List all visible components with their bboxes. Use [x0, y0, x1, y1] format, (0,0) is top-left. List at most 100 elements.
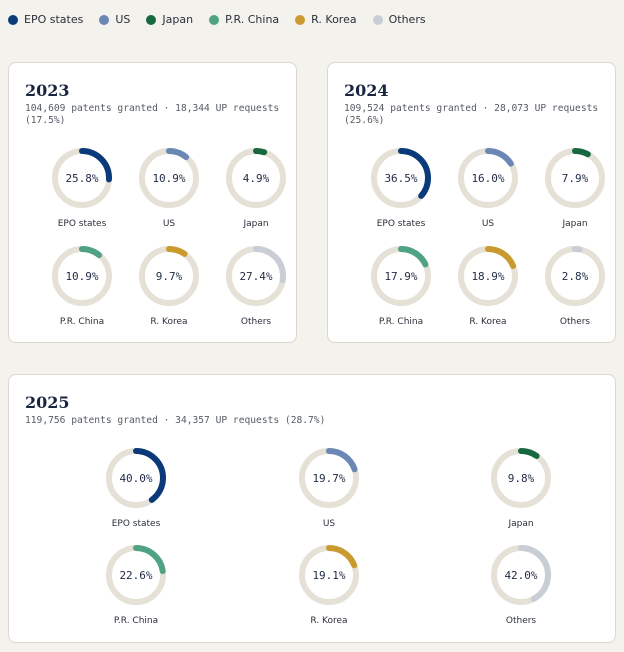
donut-value-label: 10.9%: [65, 270, 98, 283]
legend-item-epo-states[interactable]: EPO states: [8, 13, 83, 26]
legend-swatch: [295, 14, 306, 25]
donut-ring: 9.8%: [491, 448, 551, 508]
donut-arc-others: [491, 545, 551, 605]
donut-others: 42.0% Others: [471, 542, 571, 626]
donut-arc-r-korea: [299, 545, 359, 605]
card-subtitle: 119,756 patents granted · 34,357 UP requ…: [25, 415, 326, 426]
legend-item-r-korea[interactable]: R. Korea: [295, 13, 357, 26]
year-card-2023: 2023 104,609 patents granted · 18,344 UP…: [8, 62, 297, 343]
donut-category-label: Japan: [508, 519, 534, 529]
donut-epo-states: 40.0% EPO states: [86, 445, 186, 529]
donut-ring: 18.9%: [458, 246, 518, 306]
donut-us: 10.9% US: [119, 145, 219, 229]
donut-arc-r-korea: [458, 246, 518, 306]
donut-value-label: 36.5%: [384, 172, 417, 185]
donut-arc-p-r-china: [371, 246, 431, 306]
donut-ring: 25.8%: [52, 148, 112, 208]
donut-japan: 9.8% Japan: [471, 445, 571, 529]
legend-swatch: [99, 14, 110, 25]
donut-value-label: 2.8%: [562, 270, 589, 283]
donut-category-label: EPO states: [57, 219, 107, 229]
donut-p-r-china: 10.9% P.R. China: [32, 243, 132, 327]
donut-ring: 10.9%: [52, 246, 112, 306]
donut-others: 27.4% Others: [206, 243, 306, 327]
card-subtitle: 104,609 patents granted · 18,344 UP requ…: [25, 103, 280, 126]
donut-value-label: 7.9%: [562, 172, 589, 185]
donut-arc-epo-states: [371, 148, 431, 208]
card-title: 2025: [25, 393, 70, 412]
donut-arc-others: [226, 246, 286, 306]
legend-item-pr-china[interactable]: P.R. China: [209, 13, 279, 26]
legend-label: R. Korea: [311, 13, 357, 26]
legend-swatch: [146, 14, 157, 25]
donut-value-label: 18.9%: [471, 270, 504, 283]
donut-category-label: P.R. China: [378, 317, 424, 327]
legend-label: Japan: [162, 13, 194, 26]
donut-category-label: R. Korea: [310, 616, 348, 626]
donut-us: 16.0% US: [438, 145, 538, 229]
donut-ring: 22.6%: [106, 545, 166, 605]
donut-category-label: Others: [240, 317, 272, 327]
card-title: 2023: [25, 81, 70, 100]
donut-value-label: 16.0%: [471, 172, 504, 185]
donut-ring: 4.9%: [226, 148, 286, 208]
donut-arc-epo-states: [106, 448, 166, 508]
donut-arc-p-r-china: [52, 246, 112, 306]
donut-category-label: R. Korea: [469, 317, 507, 327]
donut-category-label: US: [481, 219, 495, 229]
donut-ring: 17.9%: [371, 246, 431, 306]
donut-epo-states: 25.8% EPO states: [32, 145, 132, 229]
donut-arc-epo-states: [52, 148, 112, 208]
donut-ring: 42.0%: [491, 545, 551, 605]
donut-category-label: P.R. China: [113, 616, 159, 626]
donut-value-label: 19.1%: [312, 569, 345, 582]
donut-epo-states: 36.5% EPO states: [351, 145, 451, 229]
donut-r-korea: 9.7% R. Korea: [119, 243, 219, 327]
donut-arc-us: [139, 148, 199, 208]
donut-value-label: 4.9%: [243, 172, 270, 185]
donut-ring: 7.9%: [545, 148, 605, 208]
donut-ring: 19.1%: [299, 545, 359, 605]
donut-ring: 9.7%: [139, 246, 199, 306]
year-card-2025: 2025 119,756 patents granted · 34,357 UP…: [8, 374, 616, 643]
legend-item-us[interactable]: US: [99, 13, 130, 26]
legend-label: P.R. China: [225, 13, 280, 26]
donut-r-korea: 18.9% R. Korea: [438, 243, 538, 327]
donut-p-r-china: 22.6% P.R. China: [86, 542, 186, 626]
donut-category-label: P.R. China: [59, 317, 105, 327]
legend-label: EPO states: [24, 13, 84, 26]
donut-value-label: 25.8%: [65, 172, 98, 185]
donut-p-r-china: 17.9% P.R. China: [351, 243, 451, 327]
legend-item-japan[interactable]: Japan: [146, 13, 193, 26]
donut-value-label: 9.7%: [156, 270, 183, 283]
donut-arc-japan: [226, 148, 286, 208]
card-subtitle: 109,524 patents granted · 28,073 UP requ…: [344, 103, 599, 126]
donut-arc-us: [458, 148, 518, 208]
legend-item-others[interactable]: Others: [372, 13, 426, 26]
donut-value-label: 27.4%: [239, 270, 272, 283]
donut-ring: 16.0%: [458, 148, 518, 208]
donut-japan: 7.9% Japan: [525, 145, 624, 229]
donut-category-label: EPO states: [376, 219, 426, 229]
donut-arc-japan: [545, 148, 605, 208]
legend-swatch: [209, 14, 220, 25]
donut-arc-others: [545, 246, 605, 306]
donut-ring: 10.9%: [139, 148, 199, 208]
legend-swatch: [372, 14, 383, 25]
donut-value-label: 19.7%: [312, 472, 345, 485]
donut-category-label: US: [162, 219, 176, 229]
donut-ring: 40.0%: [106, 448, 166, 508]
donut-japan: 4.9% Japan: [206, 145, 306, 229]
legend-swatch: [8, 14, 18, 25]
donut-ring: 2.8%: [545, 246, 605, 306]
donut-ring: 27.4%: [226, 246, 286, 306]
donut-category-label: EPO states: [111, 519, 161, 529]
card-title: 2024: [344, 81, 389, 100]
donut-arc-p-r-china: [106, 545, 166, 605]
donut-category-label: Others: [505, 616, 537, 626]
year-card-2024: 2024 109,524 patents granted · 28,073 UP…: [327, 62, 616, 343]
donut-category-label: Japan: [243, 219, 269, 229]
donut-category-label: Others: [559, 317, 591, 327]
donut-value-label: 9.8%: [508, 472, 535, 485]
donut-category-label: R. Korea: [150, 317, 188, 327]
